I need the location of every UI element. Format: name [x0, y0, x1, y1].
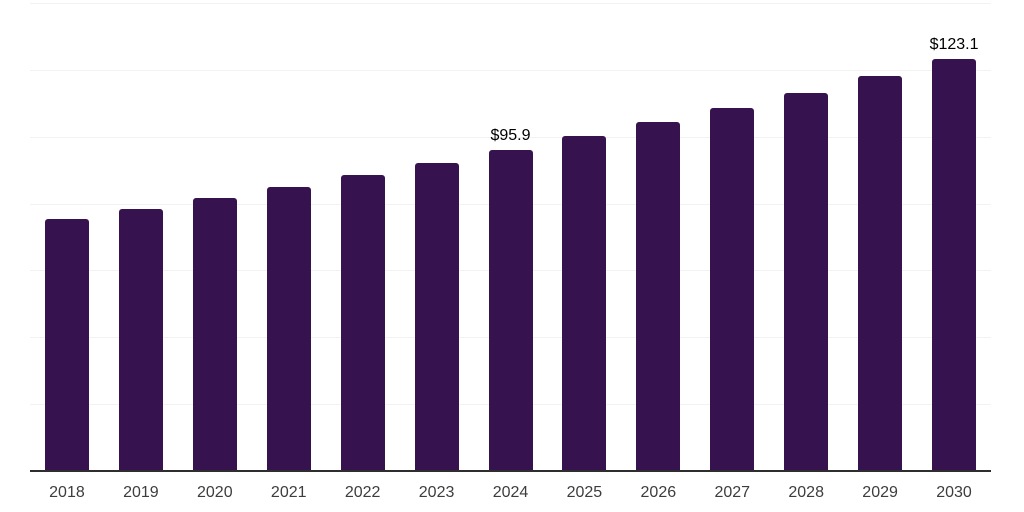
- bar-2025: [562, 136, 607, 471]
- x-tick-2029: 2029: [862, 484, 898, 501]
- gridline-100: [30, 136, 991, 138]
- x-tick-2021: 2021: [270, 484, 307, 501]
- bar-2026: [636, 122, 681, 471]
- x-tick-2020: 2020: [197, 484, 233, 501]
- bar-2027: [710, 108, 755, 471]
- x-tick-2030: 2030: [936, 484, 972, 501]
- bar-2022: [340, 174, 385, 471]
- x-tick-2018: 2018: [49, 484, 85, 501]
- x-axis-line: [30, 470, 991, 472]
- bar-2024: [488, 150, 533, 471]
- bar-2020: [192, 198, 237, 471]
- x-tick-2019: 2019: [123, 484, 159, 501]
- bar-2030: [932, 59, 977, 471]
- x-tick-2022: 2022: [344, 484, 381, 501]
- bar-2019: [118, 208, 163, 471]
- bar-2023: [414, 163, 459, 471]
- x-tick-2027: 2027: [714, 484, 751, 501]
- x-tick-2024: 2024: [492, 484, 529, 501]
- bar-2029: [858, 76, 903, 471]
- gridline-120: [30, 69, 991, 71]
- value-label-2030: $123.1: [929, 36, 979, 54]
- x-tick-2026: 2026: [640, 484, 677, 501]
- bar-2028: [784, 92, 829, 471]
- bar-2018: [44, 219, 89, 471]
- value-label-2024: $95.9: [490, 127, 531, 145]
- bar-2021: [266, 187, 311, 471]
- x-tick-2025: 2025: [566, 484, 603, 501]
- x-tick-2028: 2028: [788, 484, 824, 501]
- x-tick-2023: 2023: [418, 484, 455, 501]
- gridline-140: [30, 3, 991, 4]
